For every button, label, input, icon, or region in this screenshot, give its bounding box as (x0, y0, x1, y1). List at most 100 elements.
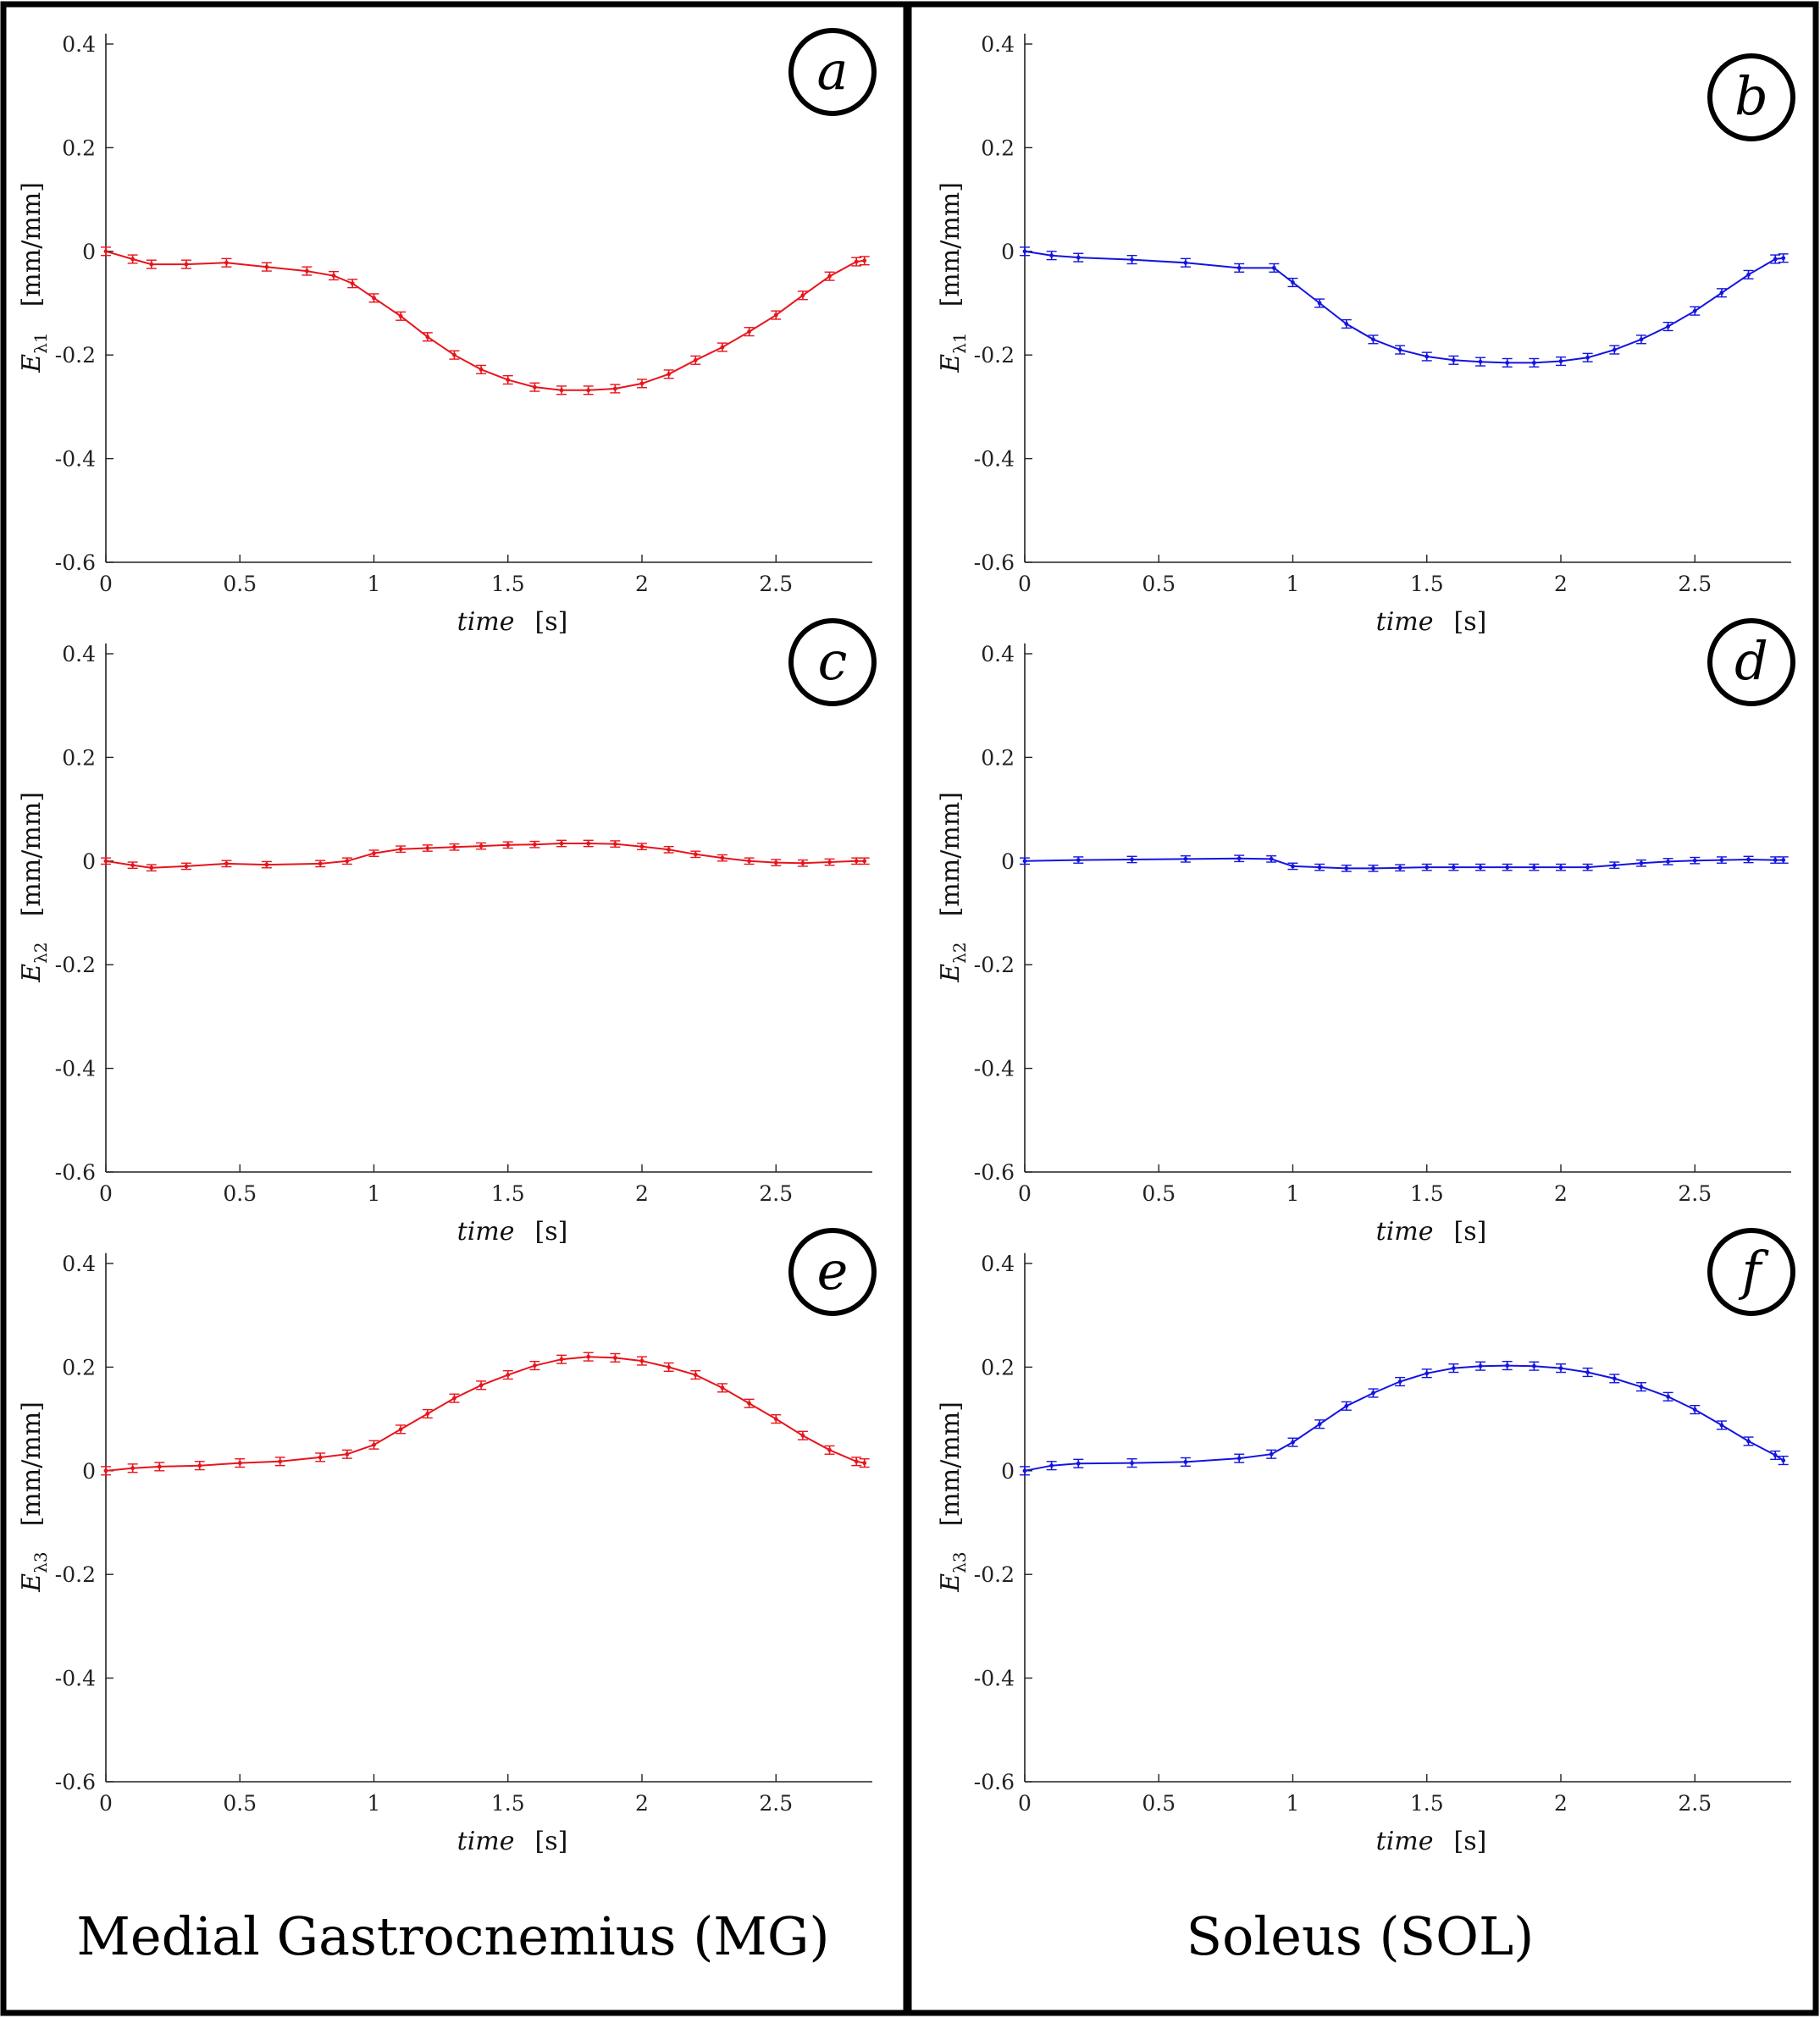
x-tick-label: 2.5 (759, 1791, 793, 1816)
data-point (103, 1468, 108, 1473)
data-point (1531, 360, 1536, 365)
data-point (1397, 347, 1402, 352)
x-axis-label: time [s] (457, 1827, 568, 1856)
y-axis-label-subscript: λ3 (30, 1551, 51, 1573)
data-point (479, 367, 484, 372)
data-point (1505, 1363, 1510, 1368)
data-point (1291, 864, 1295, 869)
data-point (1317, 1422, 1322, 1427)
data-point (224, 260, 229, 265)
y-tick-label: -0.4 (974, 1057, 1015, 1081)
data-point (827, 860, 832, 865)
data-point (854, 859, 859, 864)
data-point (720, 1385, 725, 1390)
data-point (854, 259, 859, 264)
data-point (693, 1373, 698, 1377)
data-point (506, 378, 511, 382)
y-tick-label: 0.4 (62, 1252, 96, 1276)
series-line (1024, 857, 1784, 870)
x-tick-label: 0 (1018, 1181, 1032, 1206)
x-tick-label: 1 (1286, 1181, 1300, 1206)
data-point (1130, 857, 1134, 862)
data-point (197, 1463, 202, 1468)
data-point (1183, 1459, 1188, 1464)
y-axis-label: Eλ1 [mm/mm] (17, 182, 51, 373)
y-tick-label: 0 (1001, 240, 1015, 264)
series-line (105, 250, 865, 391)
y-axis-label-unit: [mm/mm] (936, 792, 965, 916)
data-point (800, 860, 805, 865)
x-tick-label: 1 (1286, 572, 1300, 596)
x-axis-label: time [s] (457, 607, 568, 637)
data-point (1666, 324, 1670, 329)
x-tick-label: 2.5 (759, 1181, 793, 1206)
y-tick-label: -0.6 (974, 550, 1015, 575)
data-point (1558, 359, 1563, 363)
y-tick-label: -0.6 (55, 1770, 96, 1794)
data-point (773, 1417, 778, 1421)
panel-letter: d (1734, 630, 1768, 692)
data-point (639, 844, 644, 849)
data-point (1773, 1453, 1778, 1457)
data-point (1781, 1458, 1786, 1462)
y-axis-label: Eλ1 [mm/mm] (936, 182, 970, 373)
x-tick-label: 2.5 (1678, 1791, 1712, 1816)
y-axis-label: Eλ2 [mm/mm] (17, 792, 51, 983)
data-point (372, 1442, 376, 1447)
data-point (612, 842, 617, 847)
data-point (612, 1355, 617, 1360)
data-point (667, 847, 672, 852)
data-point (479, 843, 484, 849)
y-axis-label-var: E (936, 964, 965, 983)
left-column-caption: Medial Gastrocnemius (MG) (76, 1905, 829, 1967)
data-point (773, 312, 778, 318)
x-tick-label: 1 (1286, 1791, 1300, 1816)
data-point (1344, 322, 1349, 326)
data-point (1531, 1363, 1536, 1368)
data-point (345, 859, 350, 864)
series-line (105, 843, 865, 869)
series-line (1024, 1364, 1784, 1472)
data-point (586, 388, 591, 393)
data-point (350, 281, 355, 286)
y-axis-label-subscript: λ1 (949, 332, 970, 353)
data-point (533, 384, 537, 390)
data-point (1076, 1461, 1081, 1466)
data-point (1076, 255, 1081, 260)
x-tick-label: 1.5 (491, 1181, 525, 1206)
data-point (586, 841, 591, 846)
data-point (773, 860, 778, 865)
panel-letter: b (1734, 65, 1768, 127)
data-point (1424, 354, 1430, 359)
x-tick-label: 0 (99, 572, 113, 596)
data-point (1130, 257, 1134, 262)
y-tick-label: -0.6 (974, 1160, 1015, 1185)
data-point (1666, 860, 1670, 864)
data-point (1746, 272, 1751, 277)
data-point (1397, 865, 1402, 871)
data-point (1269, 856, 1274, 861)
x-tick-label: 0.5 (223, 572, 257, 596)
data-point (1666, 1394, 1670, 1399)
data-point (1505, 865, 1510, 870)
panel-badge-circle (1707, 53, 1795, 141)
x-axis-label-var: time (1376, 607, 1434, 637)
x-tick-label: 2.5 (759, 572, 793, 596)
x-tick-label: 2 (1554, 1791, 1568, 1816)
y-tick-label: 0.2 (62, 1355, 96, 1379)
x-tick-label: 0.5 (1142, 572, 1176, 596)
data-point (1531, 865, 1536, 870)
data-point (693, 852, 698, 857)
y-tick-label: 0.2 (981, 1355, 1015, 1379)
data-point (1478, 1363, 1483, 1368)
data-point (103, 249, 108, 254)
data-point (1746, 1439, 1751, 1444)
data-point (559, 841, 564, 846)
y-tick-label: 0 (82, 1459, 96, 1484)
data-point (1612, 863, 1617, 868)
x-tick-label: 2 (1554, 1181, 1568, 1206)
data-point (667, 1365, 672, 1369)
y-tick-label: -0.2 (974, 1562, 1015, 1587)
